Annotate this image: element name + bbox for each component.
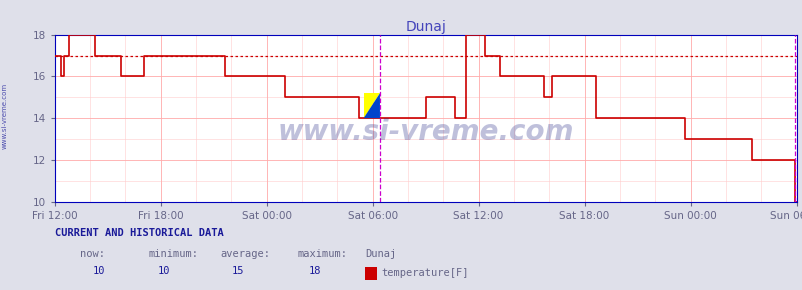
- Text: 15: 15: [231, 266, 244, 276]
- Text: 10: 10: [158, 266, 171, 276]
- Title: Dunaj: Dunaj: [405, 20, 445, 34]
- Polygon shape: [363, 93, 379, 118]
- Text: CURRENT AND HISTORICAL DATA: CURRENT AND HISTORICAL DATA: [55, 228, 223, 238]
- Text: www.si-vreme.com: www.si-vreme.com: [277, 117, 573, 146]
- Polygon shape: [363, 93, 379, 118]
- Text: average:: average:: [221, 249, 270, 259]
- Text: 10: 10: [92, 266, 105, 276]
- Text: temperature[F]: temperature[F]: [381, 268, 468, 278]
- Text: now:: now:: [80, 249, 105, 259]
- Text: Dunaj: Dunaj: [365, 249, 396, 259]
- Text: minimum:: minimum:: [148, 249, 198, 259]
- Text: 18: 18: [309, 266, 322, 276]
- Text: www.si-vreme.com: www.si-vreme.com: [2, 83, 8, 149]
- Text: maximum:: maximum:: [297, 249, 346, 259]
